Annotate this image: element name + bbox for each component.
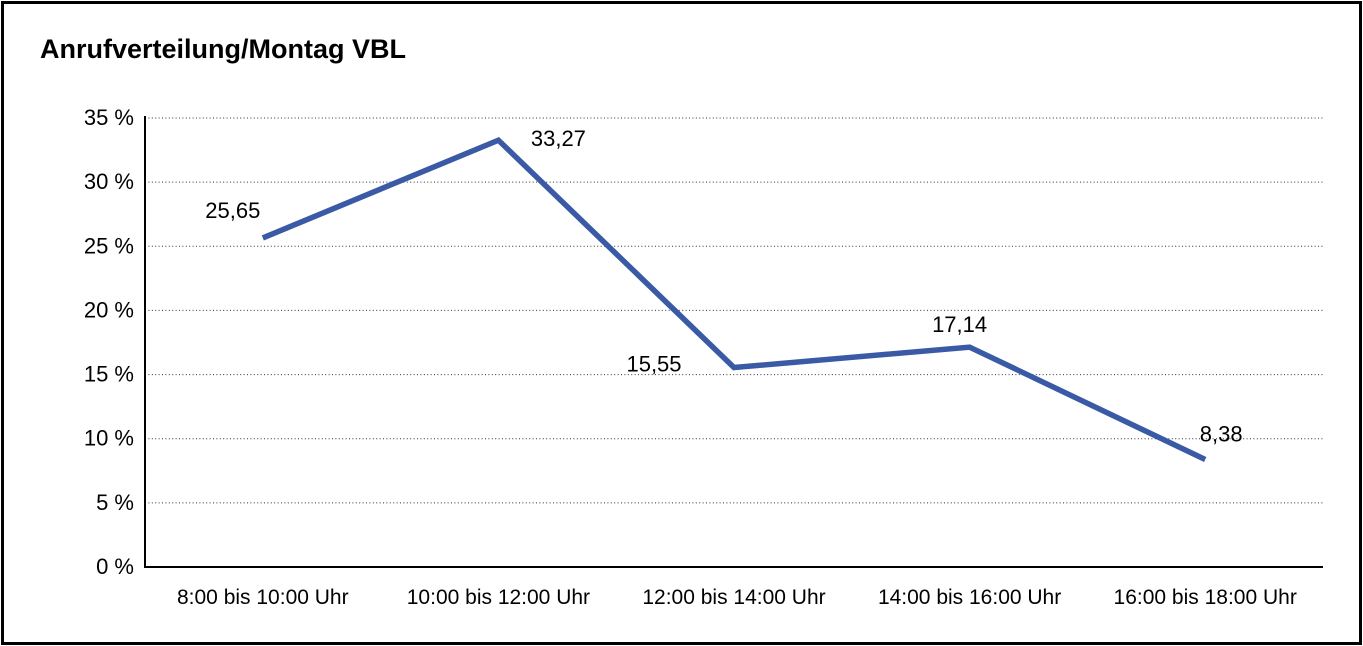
line-chart: 35 % 30 % 25 % 20 % 15 % 10 % 5 % 0 % 8:00 bis 1… xyxy=(84,105,1323,609)
x-category-label: 12:00 bis 14:00 Uhr xyxy=(642,586,825,609)
y-tick-label: 30 % xyxy=(84,169,134,194)
y-tick-label: 15 % xyxy=(84,362,134,387)
value-label: 33,27 xyxy=(531,126,586,151)
x-category-label: 8:00 bis 10:00 Uhr xyxy=(177,586,349,609)
y-tick-label: 25 % xyxy=(84,233,134,258)
y-tick-label: 10 % xyxy=(84,426,134,451)
value-label: 8,38 xyxy=(1200,421,1243,446)
data-line xyxy=(261,136,1207,462)
y-tick-label: 0 % xyxy=(96,554,134,579)
x-category-label: 16:00 bis 18:00 Uhr xyxy=(1114,586,1297,609)
x-category-label: 10:00 bis 12:00 Uhr xyxy=(407,586,590,609)
x-category-label: 14:00 bis 16:00 Uhr xyxy=(878,586,1061,609)
value-label: 25,65 xyxy=(205,198,260,223)
value-label: 17,14 xyxy=(932,312,987,337)
y-tick-label: 35 % xyxy=(84,105,134,130)
y-tick-label: 20 % xyxy=(84,297,134,322)
value-label: 15,55 xyxy=(626,352,681,377)
y-tick-label: 5 % xyxy=(96,490,134,515)
chart-title: Anrufverteilung/Montag VBL xyxy=(40,34,406,64)
